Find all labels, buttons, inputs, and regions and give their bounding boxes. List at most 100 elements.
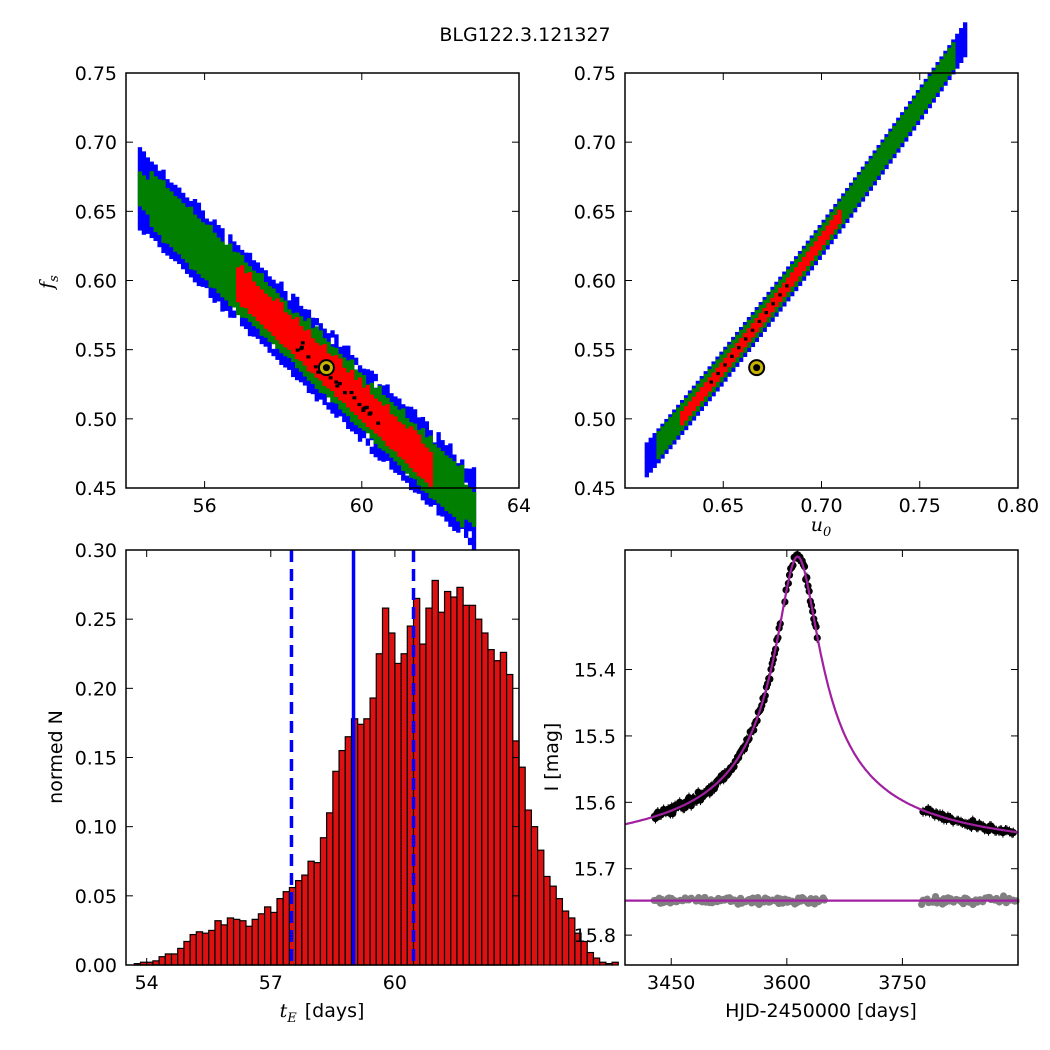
u0-fs-cell-sigma2 [656,444,661,453]
te-fs-cell-sigma3 [287,355,292,364]
te-fs-ylabel: fs [36,275,62,291]
te-fs-cell-sigma2 [365,425,371,434]
u0-fs-cell-sigma2 [923,81,929,89]
te-fs-cell-sigma2 [436,447,441,455]
te-fs-cell-sigma2 [251,277,257,285]
te-fs-cell-sigma2 [255,321,261,329]
te-fs-cell-sigma1 [424,461,430,469]
u0-fs-cell-sigma2 [825,238,830,246]
te-fs-cell-sigma2 [141,203,147,211]
te-fs-cell-sigma2 [173,223,178,232]
te-fs-cell-sigma1 [263,293,268,302]
u0-fs-cell-sigma2 [758,325,763,333]
te-fs-cell-sigma2 [397,416,402,424]
te-fs-cell-sigma2 [161,221,166,230]
te-fs-cell-sigma1 [389,421,394,429]
te-fs-cell-sigma3 [330,406,335,414]
te-fs-cell-sigma2 [173,230,178,238]
u0-fs-cell-sigma2 [860,183,866,191]
u0-fs-cell-sigma3 [790,288,795,297]
te-histogram-bar [375,653,384,966]
u0-fs-cell-sigma2 [872,173,877,182]
te-fs-cell-sigma3 [192,199,198,207]
u0-fs-cell-sigma2 [951,42,956,50]
te-fs-cell-sigma3 [137,223,143,231]
te-fs-cell-sigma3 [291,369,296,378]
te-fs-cell-sigma3 [460,459,465,467]
data-point [687,802,695,810]
te-fs-cell-sigma2 [192,256,198,264]
te-fs-cell-sigma2 [334,347,339,356]
te-fs-cell-sigma3 [436,439,441,447]
te-fs-cell-sigma2 [228,243,233,251]
te-histogram-bar [419,643,427,966]
te-fs-cell-sigma3 [440,509,445,517]
u0-fs-cell-sigma2 [852,187,858,195]
u0-fs-cell-sigma2 [872,153,877,161]
te-fs-cell-sigma2 [224,286,229,294]
te-fs-cell-sigma2 [432,444,437,452]
u0-fs-cell-sigma2 [660,426,665,434]
te-fs-cell-sigma2 [149,191,154,200]
te-fs-cell-sigma3 [397,398,402,406]
te-fs-cell-sigma2 [306,373,312,381]
u0-fs-ytick-label: 0.65 [574,201,616,223]
te-fs-cell-sigma1 [393,444,398,452]
te-fs-cell-sigma3 [346,414,351,423]
te-fs-cell-sigma2 [196,266,202,275]
te-histogram-bar [493,660,501,966]
te-fs-cell-sigma3 [401,404,406,412]
u0-fs-cell-best [730,354,734,358]
u0-fs-cell-sigma3 [896,145,901,153]
te-fs-cell-sigma2 [263,330,268,338]
te-fs-cell-sigma1 [259,289,264,297]
te-fs-cell-sigma2 [236,307,241,316]
te-fs-cell-sigma2 [361,381,367,390]
u0-fs-cell-sigma1 [833,221,838,230]
u0-fs-cell-sigma1 [727,359,732,368]
u0-fs-cell-sigma2 [801,269,807,277]
te-fs-cell-sigma1 [428,465,433,473]
te-fs-cell-sigma1 [314,349,319,358]
te-fs-ytick-label: 0.75 [75,63,117,85]
te-fs-cell-sigma3 [393,465,398,473]
te-fs-cell-sigma1 [365,385,371,393]
te-fs-cell-sigma2 [452,509,457,517]
te-fs-cell-sigma2 [228,250,233,258]
te-fs-cell-sigma2 [137,171,143,179]
te-fs-cell-sigma2 [424,485,430,493]
te-fs-cell-sigma2 [463,512,469,520]
te-fs-cell-sigma2 [294,360,300,369]
te-fs-cell-sigma2 [342,405,347,414]
u0-fs-cell-sigma1 [715,367,720,375]
u0-fs-cell-sigma2 [833,227,838,235]
te-fs-cell-sigma3 [385,453,390,461]
te-fs-cell-sigma1 [330,369,335,378]
u0-fs-cell-best [785,284,789,288]
te-fs-cell-sigma3 [471,543,477,551]
u0-fs-cell-sigma2 [931,70,936,78]
u0-fs-cell-sigma2 [841,216,846,225]
te-fs-cell-sigma3 [145,164,150,172]
te-fs-cell-sigma1 [334,355,339,363]
te-fs-cell-sigma3 [381,454,386,462]
te-fs-cell-sigma1 [318,373,323,381]
te-fs-cell-sigma2 [204,238,209,246]
u0-fs-cell-sigma2 [793,279,799,287]
te-fs-cell-best [337,382,342,386]
te-fs-cell-sigma3 [137,147,143,155]
te-fs-cell-sigma2 [452,488,457,497]
te-fs-cell-sigma1 [287,335,292,343]
te-fs-cell-best [365,405,369,409]
te-fs-cell-sigma2 [440,492,445,500]
te-fs-cell-sigma3 [212,295,217,303]
te-fs-cell-sigma2 [440,457,445,466]
u0-fs-cell-sigma2 [841,209,846,218]
te-fs-cell-sigma2 [200,270,205,279]
u0-fs-cell-sigma3 [660,451,665,459]
te-fs-cell-sigma2 [330,395,335,403]
te-fs-cell-sigma2 [456,514,461,522]
te-fs-cell-sigma3 [463,468,469,476]
te-fs-cell-sigma3 [153,171,158,179]
